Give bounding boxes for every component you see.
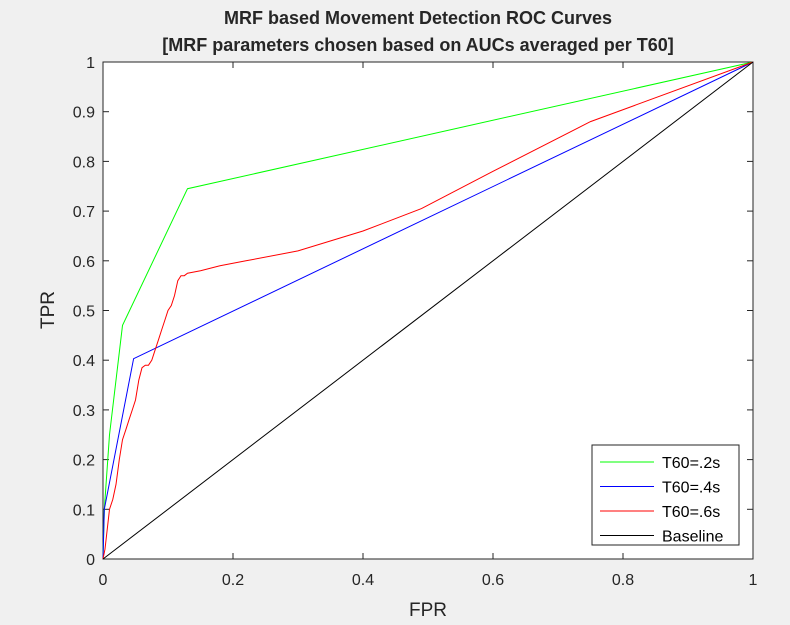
y-tick-label: 0.7 — [73, 204, 95, 221]
x-tick-label: 0.4 — [352, 572, 374, 589]
x-tick-label: 0 — [99, 572, 108, 589]
series-line-t60-6s — [102, 61, 754, 560]
legend-entry-label: Baseline — [662, 529, 723, 546]
x-axis-label: FPR — [409, 600, 447, 621]
series-line-t60-4s — [102, 61, 754, 560]
y-tick-label: 0.9 — [73, 105, 95, 122]
y-tick-label: 0 — [86, 552, 95, 569]
series-lines — [102, 61, 754, 560]
legend-entry-label: T60=.2s — [662, 455, 720, 472]
y-tick-label: 0.6 — [73, 254, 95, 271]
x-tick-label: 1 — [749, 572, 758, 589]
chart-title-line-2: [MRF parameters chosen based on AUCs ave… — [162, 35, 674, 55]
x-tick-label: 0.8 — [612, 572, 634, 589]
y-tick-label: 0.8 — [73, 154, 95, 171]
x-tick-label: 0.6 — [482, 572, 504, 589]
y-tick-label: 1 — [86, 55, 95, 72]
y-tick-label: 0.5 — [73, 304, 95, 321]
x-tick-label: 0.2 — [222, 572, 244, 589]
legend: T60=.2s T60=.4s T60=.6s Baseline — [591, 444, 740, 546]
legend-entry-label: T60=.4s — [662, 480, 720, 497]
y-tick-label: 0.4 — [73, 353, 95, 370]
series-line-baseline — [102, 61, 754, 560]
chart-title-line-1: MRF based Movement Detection ROC Curves — [224, 8, 612, 28]
y-axis-label: TPR — [38, 291, 59, 329]
legend-entry-label: T60=.6s — [662, 504, 720, 521]
y-tick-label: 0.3 — [73, 403, 95, 420]
y-tick-label: 0.2 — [73, 453, 95, 470]
y-tick-label: 0.1 — [73, 502, 95, 519]
axis-ticks: 0 0.2 0.4 0.6 0.8 1 0 0.1 0.2 0.3 0.4 0.5 0.6 0.7 0.8 0… — [73, 55, 758, 589]
